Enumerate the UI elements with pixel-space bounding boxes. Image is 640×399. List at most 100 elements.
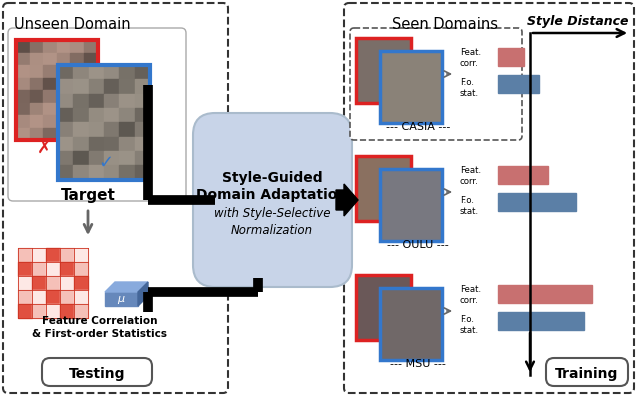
Bar	[134, 108, 150, 122]
Bar	[32, 262, 46, 276]
Bar	[88, 94, 104, 108]
FancyBboxPatch shape	[3, 3, 228, 393]
Bar	[74, 65, 88, 79]
Text: Style Distance: Style Distance	[527, 14, 628, 28]
Bar	[29, 115, 44, 128]
Bar	[498, 193, 576, 211]
Bar	[58, 94, 74, 108]
Bar	[60, 248, 74, 262]
Bar	[74, 94, 88, 108]
Bar	[104, 79, 119, 94]
Bar	[44, 53, 57, 65]
Text: F.o.
stat.: F.o. stat.	[460, 315, 479, 335]
Bar	[29, 90, 44, 103]
Text: Normalization: Normalization	[231, 223, 313, 237]
Bar	[84, 103, 97, 115]
Bar	[134, 65, 150, 79]
Bar	[70, 128, 84, 140]
Text: Target: Target	[61, 188, 115, 203]
Bar	[88, 151, 104, 165]
Text: ✓: ✓	[99, 154, 113, 172]
Bar	[60, 304, 74, 318]
Bar	[356, 38, 411, 103]
Bar	[104, 94, 119, 108]
Bar	[60, 290, 74, 304]
Bar	[18, 290, 32, 304]
Text: Seen Domains: Seen Domains	[392, 17, 498, 32]
Bar	[380, 51, 442, 123]
Polygon shape	[105, 292, 138, 306]
Bar	[70, 77, 84, 90]
Bar	[74, 304, 88, 318]
Text: Domain Adaptation: Domain Adaptation	[196, 188, 348, 202]
Bar	[74, 136, 88, 151]
FancyBboxPatch shape	[8, 28, 186, 201]
Bar	[60, 262, 74, 276]
Bar	[16, 90, 29, 103]
Bar	[29, 53, 44, 65]
FancyArrow shape	[336, 184, 358, 216]
Bar	[29, 128, 44, 140]
Bar	[57, 40, 70, 53]
Bar	[60, 276, 74, 290]
Bar	[74, 248, 88, 262]
Bar	[104, 65, 119, 79]
Text: Style-Guided: Style-Guided	[221, 171, 323, 185]
Bar	[29, 77, 44, 90]
Bar	[119, 136, 134, 151]
Bar	[16, 40, 29, 53]
Bar	[74, 276, 88, 290]
Bar	[57, 65, 70, 77]
Bar	[134, 122, 150, 136]
Bar	[84, 65, 97, 77]
Bar	[498, 48, 524, 66]
FancyBboxPatch shape	[546, 358, 628, 386]
Bar	[44, 128, 57, 140]
Bar	[16, 77, 29, 90]
Bar	[88, 122, 104, 136]
Bar	[16, 65, 29, 77]
Bar	[119, 79, 134, 94]
Bar	[134, 79, 150, 94]
Bar	[29, 40, 44, 53]
Bar	[32, 290, 46, 304]
Bar	[58, 79, 74, 94]
Bar	[70, 40, 84, 53]
Bar	[104, 165, 119, 180]
FancyBboxPatch shape	[344, 3, 634, 393]
Bar	[58, 65, 150, 180]
Bar	[46, 276, 60, 290]
Text: Feat.
corr.: Feat. corr.	[460, 166, 481, 186]
Bar	[57, 53, 70, 65]
Bar	[104, 108, 119, 122]
Bar	[74, 290, 88, 304]
Bar	[134, 165, 150, 180]
Text: F.o.
stat.: F.o. stat.	[460, 78, 479, 98]
Bar	[356, 156, 411, 221]
Bar	[74, 108, 88, 122]
FancyBboxPatch shape	[42, 358, 152, 386]
Bar	[88, 108, 104, 122]
Bar	[498, 312, 584, 330]
Bar	[58, 122, 74, 136]
Text: Feat.
corr.: Feat. corr.	[460, 48, 481, 68]
Bar	[356, 275, 411, 340]
Polygon shape	[105, 282, 148, 292]
Bar	[498, 166, 548, 184]
Bar	[70, 65, 84, 77]
Text: with Style-Selective: with Style-Selective	[214, 207, 330, 221]
Bar	[16, 40, 98, 140]
Bar	[29, 103, 44, 115]
Bar	[16, 53, 29, 65]
Bar	[32, 276, 46, 290]
Bar	[104, 151, 119, 165]
Bar	[29, 65, 44, 77]
Text: Feat.
corr.: Feat. corr.	[460, 285, 481, 305]
Bar	[74, 79, 88, 94]
Bar	[44, 65, 57, 77]
Text: --- CASIA ---: --- CASIA ---	[386, 122, 450, 132]
Bar	[57, 77, 70, 90]
Bar	[32, 304, 46, 318]
Bar	[18, 304, 32, 318]
Text: Training: Training	[556, 367, 619, 381]
